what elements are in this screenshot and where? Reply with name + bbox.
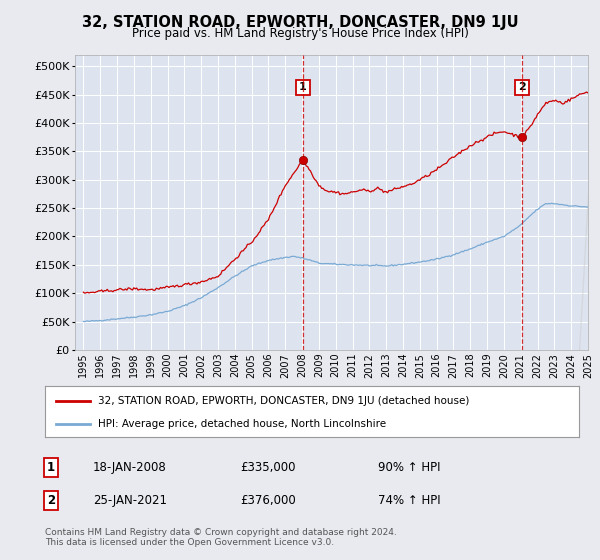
Text: 25-JAN-2021: 25-JAN-2021 <box>93 493 167 507</box>
Text: £376,000: £376,000 <box>240 493 296 507</box>
Text: HPI: Average price, detached house, North Lincolnshire: HPI: Average price, detached house, Nort… <box>98 419 386 429</box>
Text: Price paid vs. HM Land Registry's House Price Index (HPI): Price paid vs. HM Land Registry's House … <box>131 27 469 40</box>
Text: 90% ↑ HPI: 90% ↑ HPI <box>378 461 440 474</box>
Text: 32, STATION ROAD, EPWORTH, DONCASTER, DN9 1JU (detached house): 32, STATION ROAD, EPWORTH, DONCASTER, DN… <box>98 395 470 405</box>
Text: 18-JAN-2008: 18-JAN-2008 <box>93 461 167 474</box>
Text: 32, STATION ROAD, EPWORTH, DONCASTER, DN9 1JU: 32, STATION ROAD, EPWORTH, DONCASTER, DN… <box>82 15 518 30</box>
Text: 2: 2 <box>47 493 55 507</box>
Text: 2: 2 <box>518 82 526 92</box>
Text: 74% ↑ HPI: 74% ↑ HPI <box>378 493 440 507</box>
Text: 1: 1 <box>299 82 307 92</box>
Text: £335,000: £335,000 <box>240 461 296 474</box>
Text: 1: 1 <box>47 461 55 474</box>
Text: Contains HM Land Registry data © Crown copyright and database right 2024.
This d: Contains HM Land Registry data © Crown c… <box>45 528 397 548</box>
